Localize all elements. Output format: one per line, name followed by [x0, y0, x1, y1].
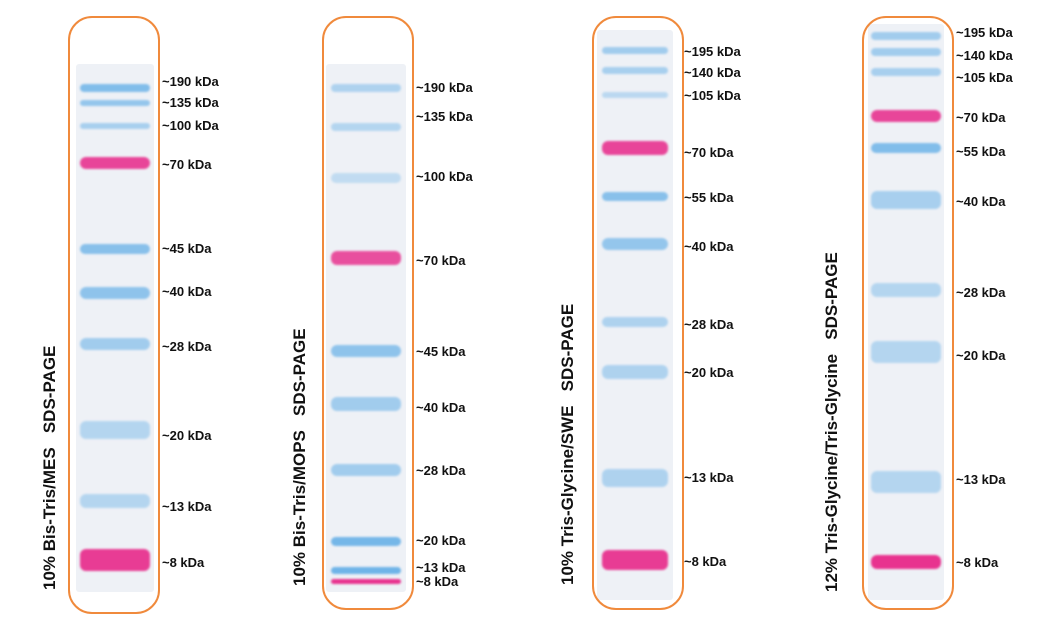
protein-band — [602, 66, 668, 74]
band-label: ~55 kDa — [684, 190, 734, 205]
protein-band — [602, 92, 668, 98]
band-label: ~40 kDa — [684, 239, 734, 254]
protein-band — [80, 244, 150, 254]
protein-band — [602, 191, 668, 201]
protein-band — [80, 287, 150, 299]
protein-band — [871, 32, 941, 40]
protein-band — [80, 338, 150, 350]
band-label: ~70 kDa — [956, 110, 1006, 125]
band-label: ~70 kDa — [416, 253, 466, 268]
protein-band — [331, 123, 401, 131]
band-label: ~135 kDa — [162, 95, 219, 110]
band-label: ~45 kDa — [162, 241, 212, 256]
protein-band — [80, 100, 150, 106]
band-label: ~140 kDa — [956, 48, 1013, 63]
band-label: ~8 kDa — [684, 554, 727, 569]
method-label: SDS-PAGE — [40, 345, 59, 434]
protein-band — [331, 566, 401, 574]
buffer-condition: 10% Bis-Tris/MES — [40, 447, 59, 590]
protein-band — [602, 550, 668, 570]
band-label: ~105 kDa — [684, 88, 741, 103]
band-label: ~100 kDa — [162, 118, 219, 133]
band-label: ~45 kDa — [416, 344, 466, 359]
protein-band — [871, 341, 941, 363]
method-label: SDS-PAGE — [290, 328, 309, 416]
gel-frame — [322, 16, 414, 610]
band-label: ~28 kDa — [416, 463, 466, 478]
band-label: ~20 kDa — [416, 533, 466, 548]
band-label: ~8 kDa — [956, 555, 999, 570]
protein-band — [871, 471, 941, 493]
protein-band — [602, 317, 668, 327]
band-label: ~13 kDa — [956, 472, 1006, 487]
band-label: ~20 kDa — [162, 428, 212, 443]
protein-band — [331, 464, 401, 476]
band-label: ~195 kDa — [956, 25, 1013, 40]
protein-band — [331, 536, 401, 546]
band-label: ~190 kDa — [416, 80, 473, 95]
protein-band — [602, 365, 668, 379]
band-label: ~28 kDa — [956, 285, 1006, 300]
band-label: ~135 kDa — [416, 109, 473, 124]
protein-band — [331, 84, 401, 92]
protein-band — [331, 173, 401, 183]
protein-band — [871, 191, 941, 209]
protein-band — [80, 84, 150, 92]
protein-band — [331, 578, 401, 584]
gel-frame — [592, 16, 684, 610]
band-label: ~8 kDa — [416, 574, 459, 589]
buffer-condition: 10% Tris-Glycine/SWE — [558, 405, 577, 585]
band-label: ~70 kDa — [684, 145, 734, 160]
band-label: ~8 kDa — [162, 555, 205, 570]
gel-lane — [597, 30, 673, 600]
band-label: ~28 kDa — [684, 317, 734, 332]
protein-band — [871, 68, 941, 76]
band-label: ~40 kDa — [162, 284, 212, 299]
protein-band — [871, 283, 941, 297]
protein-band — [80, 549, 150, 571]
protein-band — [871, 143, 941, 153]
band-label: ~70 kDa — [162, 157, 212, 172]
band-label: ~13 kDa — [684, 470, 734, 485]
protein-band — [80, 157, 150, 169]
band-label: ~190 kDa — [162, 74, 219, 89]
protein-band — [331, 345, 401, 357]
protein-band — [331, 397, 401, 411]
protein-band — [80, 494, 150, 508]
gel-condition-label: 10% Bis-Tris/MES SDS-PAGE — [40, 346, 60, 590]
method-label: SDS-PAGE — [558, 303, 577, 392]
gel-condition-label: 10% Tris-Glycine/SWE SDS-PAGE — [558, 304, 578, 585]
buffer-condition: 12% Tris-Glycine/Tris-Glycine — [822, 353, 841, 592]
protein-band — [331, 251, 401, 265]
band-label: ~13 kDa — [162, 499, 212, 514]
protein-band — [80, 123, 150, 129]
band-label: ~40 kDa — [416, 400, 466, 415]
protein-band — [602, 238, 668, 250]
band-label: ~20 kDa — [956, 348, 1006, 363]
gel-condition-label: 12% Tris-Glycine/Tris-Glycine SDS-PAGE — [822, 252, 842, 592]
protein-band — [80, 421, 150, 439]
protein-band — [871, 48, 941, 56]
band-label: ~140 kDa — [684, 65, 741, 80]
band-label: ~195 kDa — [684, 44, 741, 59]
buffer-condition: 10% Bis-Tris/MOPS — [290, 430, 309, 586]
protein-band — [871, 110, 941, 122]
band-label: ~20 kDa — [684, 365, 734, 380]
gel-condition-label: 10% Bis-Tris/MOPS SDS-PAGE — [290, 328, 310, 586]
gel-frame — [68, 16, 160, 614]
band-label: ~28 kDa — [162, 339, 212, 354]
band-label: ~105 kDa — [956, 70, 1013, 85]
gel-lane — [326, 64, 406, 592]
band-label: ~13 kDa — [416, 560, 466, 575]
protein-band — [602, 141, 668, 155]
protein-band — [871, 555, 941, 569]
gel-frame — [862, 16, 954, 610]
band-label: ~100 kDa — [416, 169, 473, 184]
method-label: SDS-PAGE — [822, 252, 841, 340]
band-label: ~55 kDa — [956, 144, 1006, 159]
band-label: ~40 kDa — [956, 194, 1006, 209]
protein-band — [602, 46, 668, 54]
protein-band — [602, 469, 668, 487]
gel-lane — [76, 64, 154, 592]
